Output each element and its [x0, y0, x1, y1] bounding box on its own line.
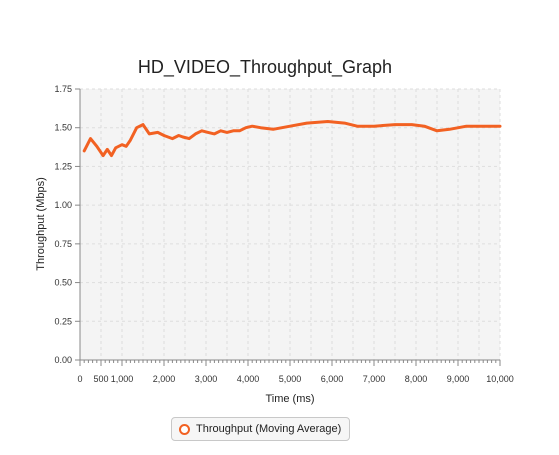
legend-series-marker-icon — [179, 423, 190, 435]
x-tick-label: 0 — [77, 374, 82, 384]
y-tick-label: 1.50 — [54, 123, 72, 133]
y-tick-label: 0.75 — [54, 239, 72, 249]
y-tick-label: 1.75 — [54, 84, 72, 94]
x-tick-label: 7,000 — [363, 374, 386, 384]
x-tick-label: 500 — [93, 374, 108, 384]
chart-title: HD_VIDEO_Throughput_Graph — [138, 57, 392, 78]
y-tick-label: 1.25 — [54, 161, 72, 171]
series-layer — [82, 120, 502, 158]
y-axis-ticks: 0.00 0.25 0.50 0.75 1.00 1.25 1.50 1.75 — [54, 84, 80, 365]
x-tick-label: 8,000 — [405, 374, 428, 384]
y-tick-label: 0.00 — [54, 355, 72, 365]
x-tick-label: 6,000 — [321, 374, 344, 384]
x-tick-label: 10,000 — [486, 374, 514, 384]
x-tick-label: 9,000 — [447, 374, 470, 384]
chart-legend: Throughput (Moving Average) — [171, 417, 351, 441]
y-tick-label: 1.00 — [54, 200, 72, 210]
x-tick-label: 1,000 — [111, 374, 134, 384]
x-tick-label: 3,000 — [195, 374, 218, 384]
y-axis-label: Throughput (Mbps) — [35, 177, 47, 271]
x-tick-label: 5,000 — [279, 374, 302, 384]
y-tick-label: 0.50 — [54, 278, 72, 288]
series-line-throughput — [82, 120, 502, 158]
y-tick-label: 0.25 — [54, 316, 72, 326]
x-axis-ticks: 0 500 1,000 2,000 3,000 4,000 5,000 6,000 7,000 8… — [77, 360, 514, 384]
legend-series-label: Throughput (Moving Average) — [196, 423, 342, 435]
x-tick-label: 4,000 — [237, 374, 260, 384]
x-axis-label: Time (ms) — [265, 393, 314, 405]
x-tick-label: 2,000 — [153, 374, 176, 384]
